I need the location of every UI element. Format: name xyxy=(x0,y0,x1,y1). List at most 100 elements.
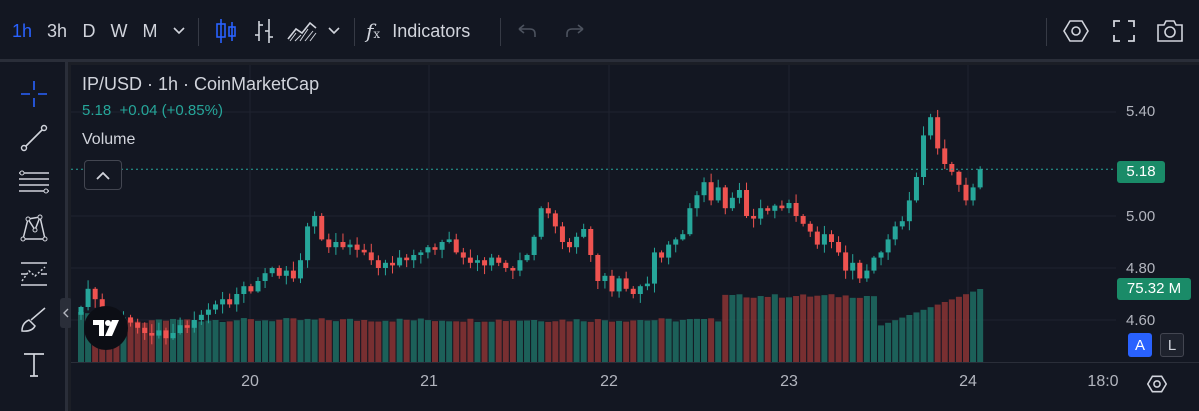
candle-body xyxy=(78,307,84,315)
candle-body xyxy=(602,275,608,281)
bars-chart-icon[interactable] xyxy=(248,14,280,48)
candle-body xyxy=(361,249,367,253)
chart-type-chevron-icon[interactable] xyxy=(324,14,344,48)
time-tick: 21 xyxy=(420,373,438,390)
top-toolbar: 1h 3h D W M fx Indicators xyxy=(0,0,1199,62)
volume-bar xyxy=(382,320,389,362)
volume-bar xyxy=(778,297,785,362)
time-tick: 20 xyxy=(241,373,259,390)
auto-scale-button[interactable]: A xyxy=(1128,333,1152,357)
price-tick: 4.80 xyxy=(1126,260,1156,277)
volume-bar xyxy=(488,321,495,362)
settings-icon[interactable] xyxy=(1058,14,1094,48)
volume-bar xyxy=(339,319,346,362)
camera-icon[interactable] xyxy=(1152,14,1188,48)
candle-body xyxy=(85,288,91,307)
collapse-toolbar-button[interactable] xyxy=(60,298,72,328)
volume-bar xyxy=(417,318,424,362)
candle-body xyxy=(871,257,877,271)
interval-m-button[interactable]: M xyxy=(142,20,158,41)
volume-bar xyxy=(141,322,148,362)
volume-bar xyxy=(885,322,892,362)
price-change: 5.18 +0.04 (+0.85%) xyxy=(82,102,223,119)
candle-body xyxy=(772,205,778,211)
candle-body xyxy=(921,135,927,177)
volume-bar xyxy=(516,320,523,362)
volume-bar xyxy=(304,318,311,362)
candle-body xyxy=(460,252,466,258)
candle-body xyxy=(453,239,459,253)
trendline-icon[interactable] xyxy=(14,120,54,156)
drawing-toolbar xyxy=(0,62,68,411)
volume-bar xyxy=(856,297,863,362)
volume-bar xyxy=(793,296,800,362)
candle-body xyxy=(885,239,891,253)
indicators-button[interactable]: fx Indicators xyxy=(366,14,496,48)
legend-collapse-button[interactable] xyxy=(84,160,122,190)
candle-body xyxy=(609,275,615,292)
crosshair-icon[interactable] xyxy=(14,76,54,112)
volume-bar xyxy=(665,318,672,362)
candle-body xyxy=(559,226,565,242)
time-axis[interactable] xyxy=(71,362,1199,411)
chart-pane[interactable] xyxy=(71,65,1116,362)
candle-body xyxy=(354,244,360,250)
volume-bar xyxy=(764,296,771,362)
candle-body xyxy=(496,257,502,263)
candle-body xyxy=(552,213,558,227)
price-axis[interactable] xyxy=(1116,65,1199,362)
volume-bar xyxy=(318,318,325,362)
volume-bar xyxy=(290,318,297,362)
redo-icon[interactable] xyxy=(560,14,590,48)
volume-bar xyxy=(786,297,792,362)
undo-icon[interactable] xyxy=(512,14,542,48)
fullscreen-icon[interactable] xyxy=(1106,14,1142,48)
volume-bar xyxy=(630,320,637,362)
volume-value-label: 75.32 M xyxy=(1117,278,1191,300)
forecasting-icon[interactable] xyxy=(14,256,54,292)
volume-bar xyxy=(729,294,736,362)
chevron-down-icon[interactable] xyxy=(168,14,190,48)
candle-body xyxy=(850,262,856,271)
candle-body xyxy=(290,270,296,279)
volume-bar xyxy=(531,319,538,362)
symbol-title[interactable]: IP/USD · 1h · CoinMarketCap xyxy=(82,74,320,94)
log-scale-button[interactable]: L xyxy=(1160,333,1184,357)
volume-legend[interactable]: Volume xyxy=(82,131,136,148)
volume-bar xyxy=(184,319,191,362)
candle-body xyxy=(213,304,219,310)
volume-bar xyxy=(198,321,205,362)
volume-bar xyxy=(814,295,821,362)
time-tick: 22 xyxy=(600,373,618,390)
volume-bar xyxy=(389,321,396,362)
candle-body xyxy=(467,257,473,263)
interval-w-button[interactable]: W xyxy=(110,20,128,41)
tradingview-logo[interactable] xyxy=(84,306,128,350)
interval-1h-button[interactable]: 1h xyxy=(11,20,33,41)
fib-retracement-icon[interactable] xyxy=(14,164,54,200)
brush-icon[interactable] xyxy=(14,302,54,338)
time-axis-settings-icon[interactable] xyxy=(1145,372,1169,396)
area-chart-icon[interactable] xyxy=(284,14,320,48)
interval-d-button[interactable]: D xyxy=(82,20,96,41)
candle-body xyxy=(99,299,105,313)
candle-body xyxy=(248,286,254,292)
candle-body xyxy=(262,273,268,281)
candlestick-chart[interactable] xyxy=(71,65,1116,362)
candles-chart-icon[interactable] xyxy=(210,14,242,48)
candle-body xyxy=(595,255,601,281)
volume-bar xyxy=(948,299,955,362)
volume-bar xyxy=(545,321,552,362)
interval-3h-button[interactable]: 3h xyxy=(46,20,68,41)
volume-bar xyxy=(616,320,623,362)
volume-bar xyxy=(637,320,644,362)
candle-body xyxy=(503,262,509,268)
volume-bar xyxy=(920,309,927,362)
chevron-up-icon xyxy=(96,171,110,180)
candle-body xyxy=(765,208,771,211)
text-icon[interactable] xyxy=(14,346,54,382)
candle-body xyxy=(382,262,388,268)
pattern-icon[interactable] xyxy=(14,210,54,246)
candle-body xyxy=(184,325,190,328)
volume-bar xyxy=(311,319,318,362)
